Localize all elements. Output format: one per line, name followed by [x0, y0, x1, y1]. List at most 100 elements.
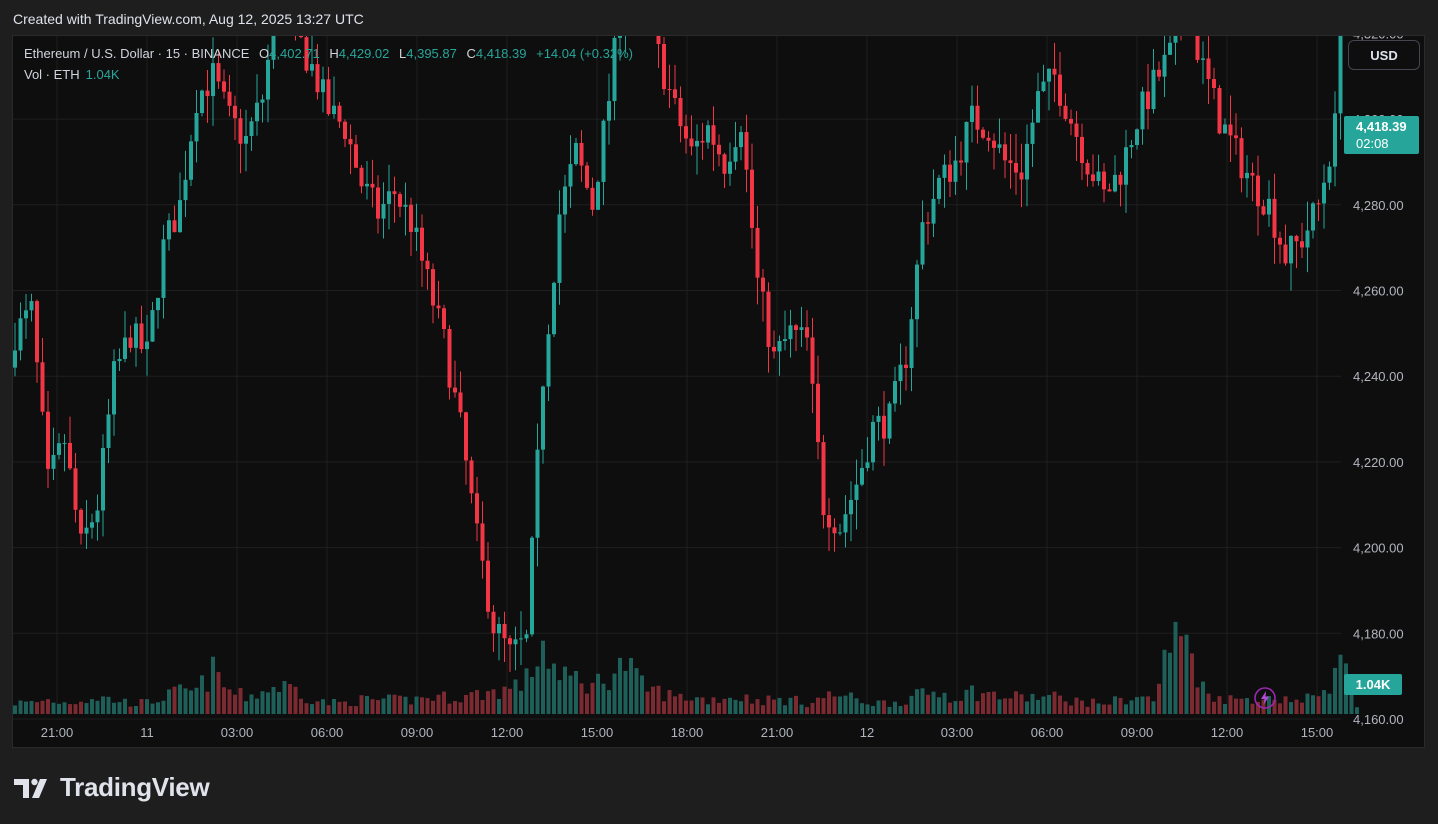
- volume-bar: [365, 696, 369, 714]
- volume-bar: [1212, 701, 1216, 714]
- symbol-legend: Ethereum / U.S. Dollar · 15 · BINANCE O4…: [24, 46, 633, 61]
- x-tick-label: 11: [140, 725, 154, 740]
- volume-bar: [62, 702, 67, 714]
- candle-body: [557, 214, 562, 283]
- volume-bar: [13, 705, 17, 714]
- logo-text: TradingView: [60, 772, 210, 802]
- volume-bar: [574, 671, 578, 714]
- volume-bar: [805, 707, 809, 714]
- volume-bar: [1206, 693, 1211, 714]
- candle-body: [508, 638, 512, 645]
- candle-body: [662, 43, 666, 90]
- volume-bar: [57, 703, 61, 714]
- candle-body: [1008, 160, 1013, 164]
- volume-bar: [106, 696, 111, 714]
- candle-body: [414, 227, 419, 232]
- candle-body: [194, 113, 199, 142]
- candle-body: [79, 509, 83, 534]
- candle-body: [1063, 105, 1068, 119]
- candle-body: [51, 454, 56, 469]
- candle-body: [843, 514, 848, 533]
- candle-body: [46, 411, 50, 469]
- candle-body: [387, 191, 391, 204]
- last-price-value: 4,418.39: [1356, 119, 1407, 134]
- candle-body: [1052, 68, 1057, 75]
- open-value: 4,402.71: [269, 46, 320, 61]
- volume-legend: Vol · ETH 1.04K: [24, 67, 120, 82]
- candle-body: [337, 105, 342, 122]
- volume-bar: [1294, 699, 1299, 714]
- volume-bar: [711, 697, 716, 714]
- candle-body: [1096, 171, 1101, 182]
- volume-bar: [546, 668, 551, 714]
- volume-bar: [1256, 701, 1260, 714]
- volume-bar: [827, 691, 831, 714]
- volume-bar: [145, 699, 149, 714]
- volume-bar: [1025, 701, 1029, 714]
- volume-bar: [1327, 693, 1332, 714]
- candle-body: [211, 63, 215, 97]
- lightning-icon[interactable]: [1253, 686, 1277, 710]
- x-tick-label: 15:00: [1301, 725, 1334, 740]
- volume-bar: [282, 681, 287, 714]
- volume-bar: [953, 701, 958, 714]
- volume-bar: [216, 672, 221, 714]
- volume-bar: [596, 673, 600, 714]
- volume-bar: [678, 693, 683, 714]
- candle-body: [981, 129, 985, 138]
- candle-body: [271, 36, 276, 60]
- candle-body: [216, 63, 221, 82]
- volume-bar: [491, 689, 496, 714]
- volume-label[interactable]: Vol · ETH: [24, 67, 80, 82]
- volume-bar: [541, 640, 545, 714]
- volume-bar: [1245, 698, 1249, 714]
- volume-bar: [299, 698, 303, 714]
- tradingview-logo[interactable]: TradingView: [14, 772, 210, 803]
- candle-body: [1234, 135, 1238, 139]
- chart-panel[interactable]: 4,440.004,420.004,400.004,380.004,360.00…: [12, 35, 1425, 748]
- symbol-name[interactable]: Ethereum / U.S. Dollar · 15 · BINANCE: [24, 46, 250, 61]
- volume-bar: [1289, 702, 1293, 714]
- candle-body: [997, 144, 1002, 148]
- x-tick-label: 12: [860, 725, 874, 740]
- candle-body: [13, 350, 17, 368]
- volume-bar: [1333, 667, 1337, 714]
- candle-body: [1025, 143, 1029, 180]
- candle-body: [332, 105, 336, 115]
- volume-bar: [40, 700, 45, 714]
- volume-bar: [552, 663, 556, 714]
- candle-body: [838, 532, 842, 534]
- candlestick-chart[interactable]: 4,440.004,420.004,400.004,380.004,360.00…: [13, 36, 1424, 747]
- candle-body: [942, 164, 947, 178]
- candle-body: [1003, 144, 1007, 161]
- close-value: 4,418.39: [475, 46, 527, 61]
- created-with-caption: Created with TradingView.com, Aug 12, 20…: [13, 11, 364, 27]
- volume-bar: [634, 668, 639, 714]
- candle-body: [299, 36, 303, 38]
- volume-bar: [959, 700, 963, 714]
- volume-bar: [849, 692, 853, 714]
- candle-body: [854, 484, 859, 500]
- candle-body: [128, 337, 133, 348]
- candle-body: [937, 177, 941, 199]
- candle-body: [926, 222, 930, 224]
- volume-bar: [409, 704, 413, 714]
- candle-body: [777, 341, 782, 352]
- candle-body: [1019, 172, 1024, 180]
- candle-body: [585, 165, 589, 188]
- low-label: L: [399, 46, 407, 61]
- currency-button[interactable]: USD: [1348, 40, 1420, 70]
- candle-body: [893, 381, 897, 404]
- x-tick-label: 12:00: [1211, 725, 1244, 740]
- candle-body: [794, 325, 798, 330]
- volume-bar: [1217, 696, 1222, 714]
- volume-bar: [783, 705, 787, 714]
- volume-bar: [508, 688, 512, 714]
- candle-body: [222, 81, 226, 92]
- candle-body: [1135, 129, 1139, 146]
- volume-bar: [249, 694, 254, 714]
- volume-bar: [1261, 699, 1266, 714]
- volume-bar: [788, 697, 793, 714]
- volume-bar: [1173, 621, 1178, 714]
- volume-bar: [310, 704, 314, 714]
